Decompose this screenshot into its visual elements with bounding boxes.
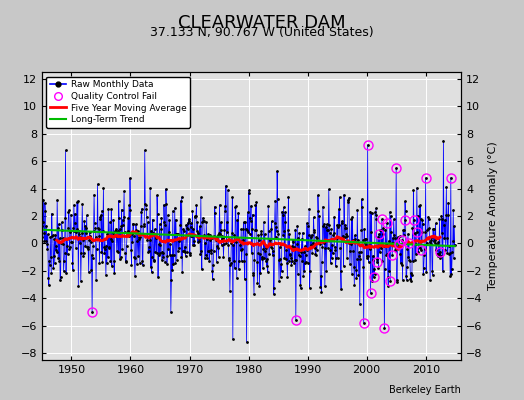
Text: Berkeley Earth: Berkeley Earth [389, 385, 461, 395]
Legend: Raw Monthly Data, Quality Control Fail, Five Year Moving Average, Long-Term Tren: Raw Monthly Data, Quality Control Fail, … [47, 76, 190, 128]
Text: CLEARWATER DAM: CLEARWATER DAM [178, 14, 346, 32]
Text: 37.133 N, 90.767 W (United States): 37.133 N, 90.767 W (United States) [150, 26, 374, 39]
Y-axis label: Temperature Anomaly (°C): Temperature Anomaly (°C) [488, 142, 498, 290]
